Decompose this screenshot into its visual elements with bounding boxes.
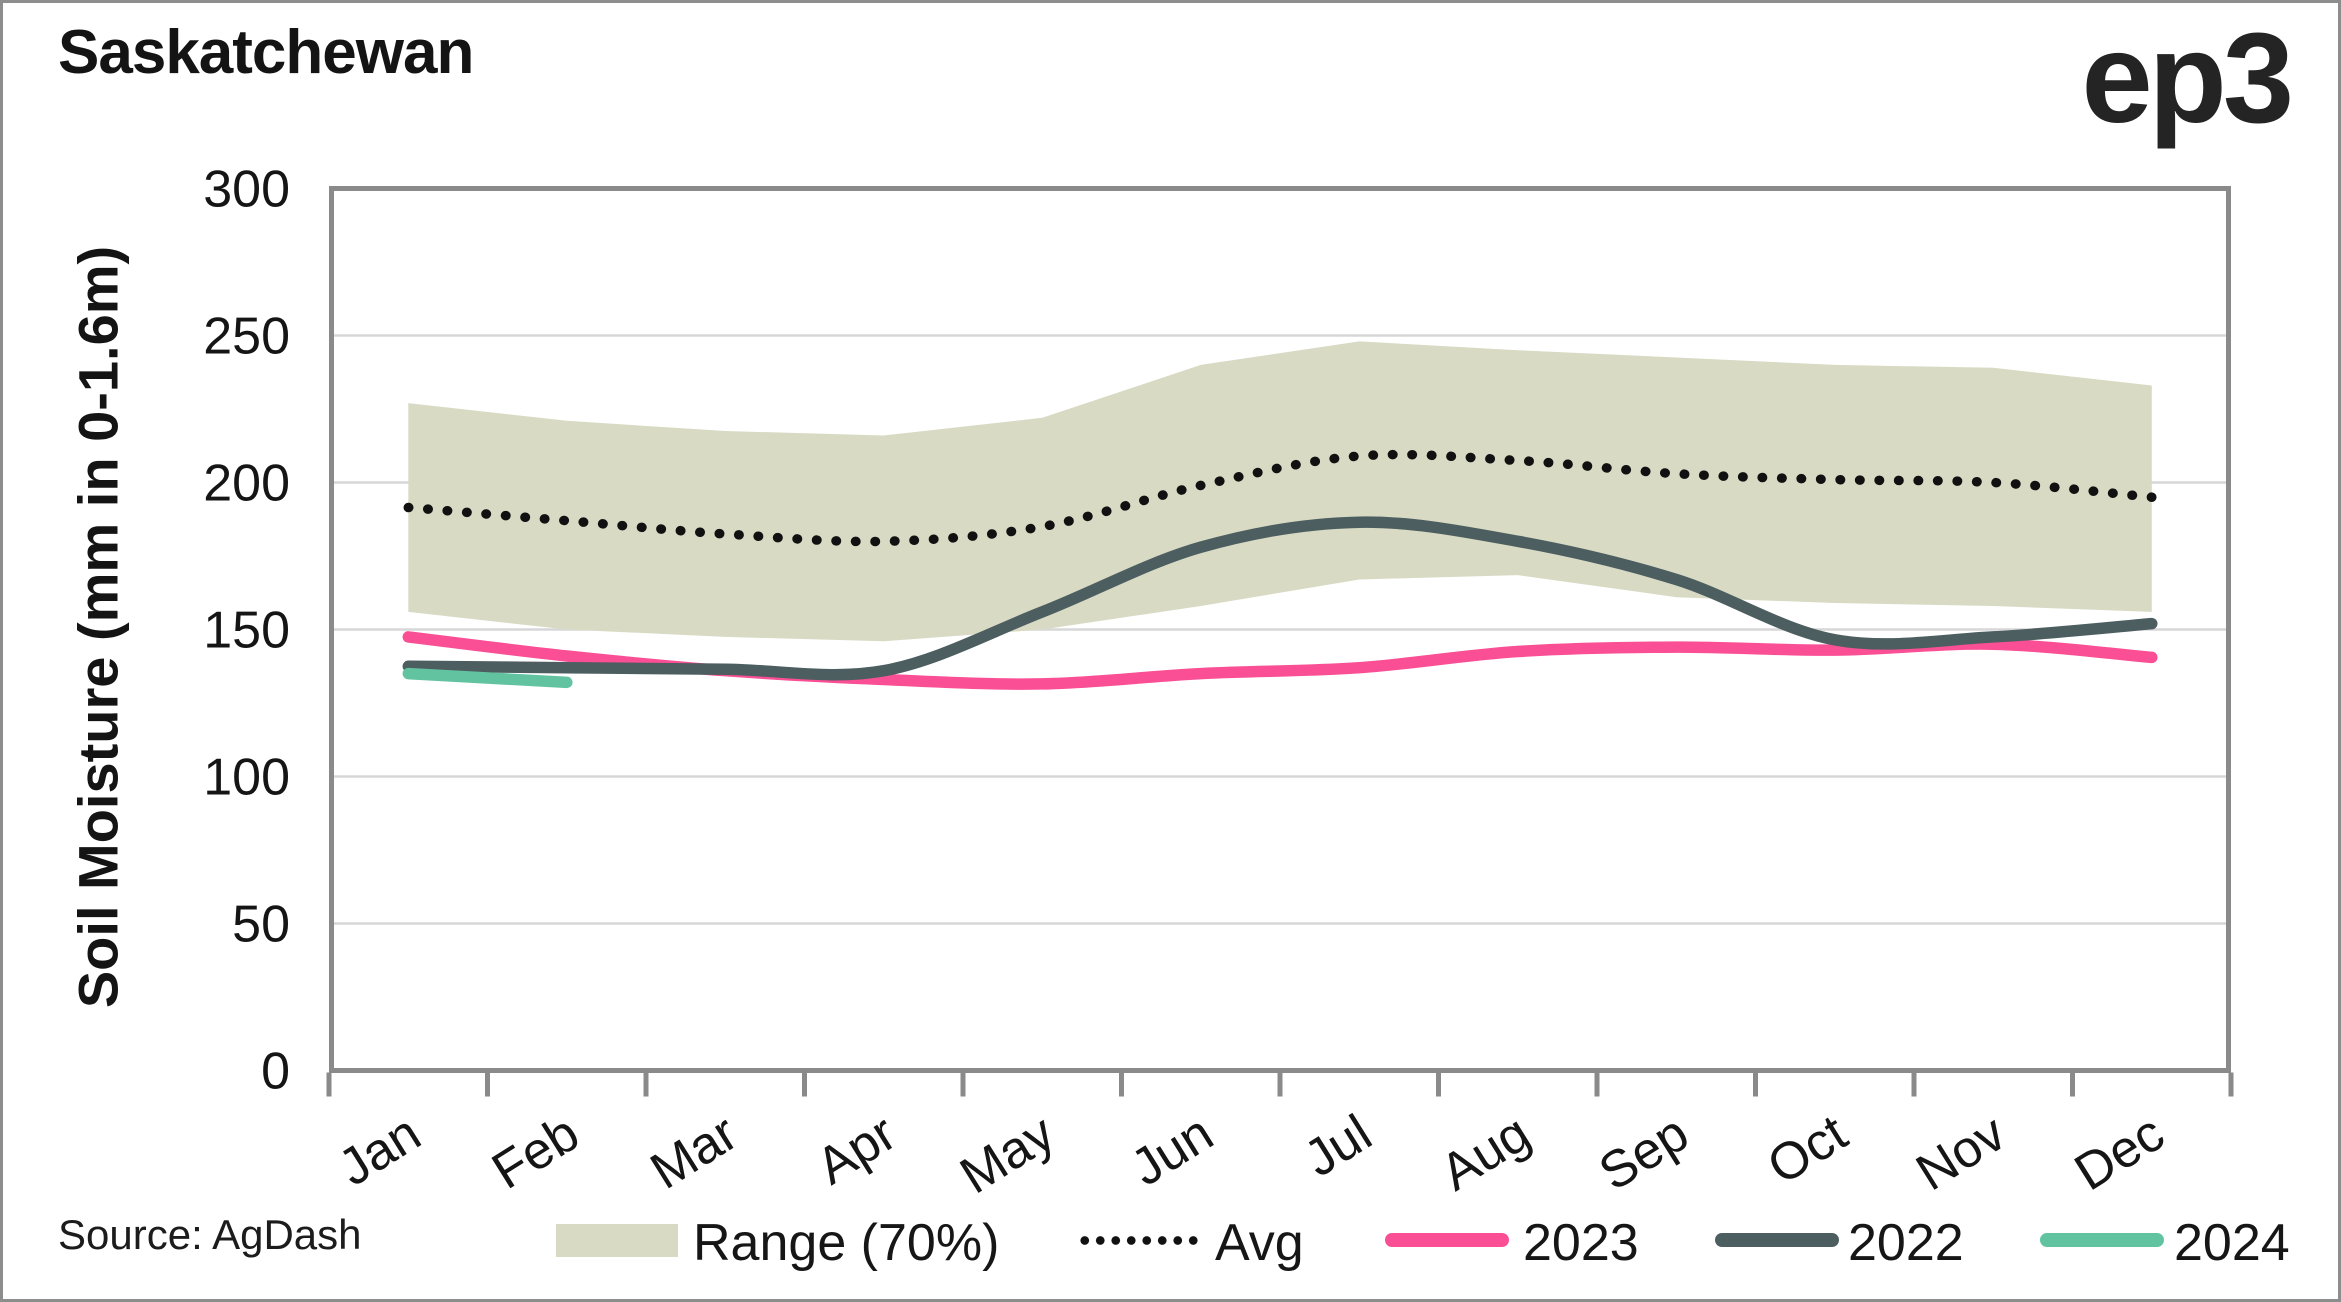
y-tick-label-250: 250 — [203, 308, 290, 366]
y-tick-label-200: 200 — [203, 455, 290, 513]
x-tick-label-apr: Apr — [807, 1104, 906, 1196]
x-tick-label-jun: Jun — [1121, 1104, 1223, 1198]
x-tick-label-dec: Dec — [2065, 1104, 2174, 1202]
plot-border — [329, 186, 2231, 1073]
x-tick-label-jan: Jan — [329, 1104, 431, 1198]
x-tick-label-oct: Oct — [1758, 1104, 1858, 1196]
plot-svg: 0 50 100 150 200 250 300 Jan Feb Mar Apr May Jun Jul A… — [203, 161, 2234, 1205]
x-tick-label-nov: Nov — [1906, 1104, 2015, 1202]
y-tick-label-0: 0 — [261, 1043, 290, 1101]
x-tick-label-may: May — [951, 1104, 1065, 1205]
series-line-2022 — [402, 516, 2158, 681]
x-tick-label-sep: Sep — [1589, 1104, 1698, 1202]
y-tick-label-50: 50 — [232, 896, 290, 954]
x-tick-label-mar: Mar — [641, 1104, 748, 1201]
avg-line — [403, 449, 2157, 547]
y-tick-label-300: 300 — [203, 161, 290, 219]
x-tick-label-jul: Jul — [1294, 1104, 1381, 1188]
brand-logo: ep3 — [2081, 7, 2294, 150]
y-tick-label-150: 150 — [203, 602, 290, 660]
x-tick-label-aug: Aug — [1431, 1104, 1540, 1202]
x-tick-label-feb: Feb — [482, 1104, 589, 1201]
range-band — [408, 341, 2152, 642]
y-tick-label-100: 100 — [203, 749, 290, 807]
source-note: Source: AgDash — [58, 1211, 362, 1258]
page-title: Saskatchewan — [58, 18, 474, 87]
series-line-2024 — [402, 667, 573, 689]
